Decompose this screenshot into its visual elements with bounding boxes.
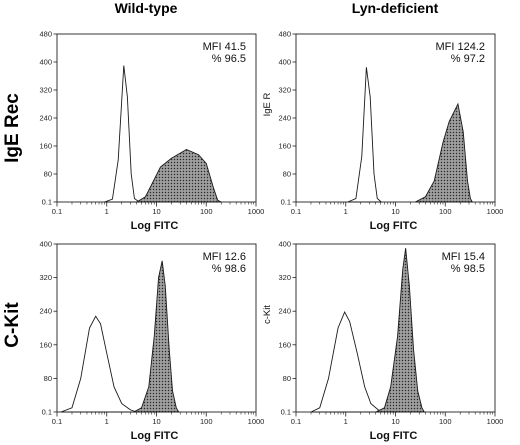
y-tick-label: 160 <box>39 142 52 151</box>
x-tick-label: 1 <box>105 207 109 216</box>
x-axis-label: Log FITC <box>131 430 179 442</box>
y-tick-label: 80 <box>44 170 52 179</box>
y-tick-label: 160 <box>39 340 52 349</box>
x-tick-label: 1000 <box>487 417 504 426</box>
x-tick-label: 1000 <box>487 207 504 216</box>
histogram-panel-wt-ckit: 0.1 1 10 100 1000 0.1 80 160 240 320 400 MFI 12.6% … <box>39 240 264 443</box>
y-tick-label: 400 <box>39 58 52 67</box>
y-axis-label: c-Kit <box>262 305 273 324</box>
stained-histogram <box>133 260 180 413</box>
x-axis-label: Log FITC <box>370 430 418 442</box>
x-tick-label: 0.1 <box>52 417 62 426</box>
y-tick-label: 240 <box>39 114 52 123</box>
x-tick-label: 10 <box>152 417 160 426</box>
y-tick-label: 80 <box>283 170 291 179</box>
control-histogram <box>60 315 137 413</box>
x-axis-label: Log FITC <box>370 220 418 232</box>
mfi-annotation: MFI 12.6 <box>203 251 246 263</box>
column-title-lyn-deficient: Lyn-deficient <box>352 0 439 16</box>
column-title-wild-type: Wild-type <box>115 0 178 16</box>
x-tick-label: 100 <box>200 207 213 216</box>
control-histogram <box>310 310 383 413</box>
y-tick-label: 240 <box>278 114 291 123</box>
x-tick-label: 0.1 <box>291 417 301 426</box>
x-tick-label: 10 <box>391 417 399 426</box>
x-axis-label: Log FITC <box>131 220 179 232</box>
y-tick-label: 240 <box>278 307 291 316</box>
histogram-panel-lyn-ckit: 0.1 1 10 100 1000 0.1 80 160 240 320 400 MFI 15.4% … <box>262 240 503 443</box>
x-tick-label: 1 <box>344 417 348 426</box>
y-tick-label: 320 <box>39 273 52 282</box>
histogram-panel-lyn-ige: 0.1 1 10 100 1000 0.1 80 160 240 320 400 480 MFI 124… <box>262 30 503 233</box>
y-tick-label: 400 <box>39 240 52 249</box>
y-tick-label: 240 <box>39 307 52 316</box>
y-tick-label: 320 <box>39 86 52 95</box>
x-tick-label: 1 <box>344 207 348 216</box>
y-tick-label: 400 <box>278 240 291 249</box>
y-tick-label: 400 <box>278 58 291 67</box>
percent-annotation: % 97.2 <box>451 53 485 65</box>
percent-annotation: % 98.5 <box>451 263 485 275</box>
y-tick-label: 80 <box>44 374 52 383</box>
x-tick-label: 10 <box>152 207 160 216</box>
row-title-ige-rec: IgE Rec <box>2 93 23 163</box>
x-tick-label: 0.1 <box>291 207 301 216</box>
stained-histogram <box>375 248 426 413</box>
y-tick-label: 0.1 <box>281 197 291 206</box>
y-tick-label: 0.1 <box>42 197 52 206</box>
y-tick-label: 480 <box>278 30 291 39</box>
x-tick-label: 0.1 <box>52 207 62 216</box>
y-tick-label: 480 <box>39 30 52 39</box>
y-tick-label: 0.1 <box>281 407 291 416</box>
x-tick-label: 100 <box>200 417 213 426</box>
x-tick-label: 1 <box>105 417 109 426</box>
y-tick-label: 320 <box>278 86 291 95</box>
y-tick-label: 320 <box>278 273 291 282</box>
percent-annotation: % 98.6 <box>212 263 246 275</box>
x-tick-label: 100 <box>439 207 452 216</box>
histogram-panel-wt-ige: 0.1 1 10 100 1000 0.1 80 160 240 320 400 480 MFI 41.… <box>39 30 264 233</box>
mfi-annotation: MFI 41.5 <box>203 41 246 53</box>
x-tick-label: 100 <box>439 417 452 426</box>
mfi-annotation: MFI 15.4 <box>442 251 485 263</box>
row-title-c-kit: C-Kit <box>2 302 23 348</box>
stained-histogram <box>135 148 222 203</box>
stained-histogram <box>415 102 474 203</box>
y-tick-label: 80 <box>283 374 291 383</box>
y-axis-label: IgE R <box>262 93 273 117</box>
control-histogram <box>347 67 383 203</box>
percent-annotation: % 96.5 <box>212 53 246 65</box>
control-histogram <box>104 65 141 203</box>
mfi-annotation: MFI 124.2 <box>435 41 485 53</box>
y-tick-label: 0.1 <box>42 407 52 416</box>
x-tick-label: 1000 <box>248 207 265 216</box>
y-tick-label: 160 <box>278 142 291 151</box>
x-tick-label: 1000 <box>248 417 265 426</box>
x-tick-label: 10 <box>391 207 399 216</box>
y-tick-label: 160 <box>278 340 291 349</box>
